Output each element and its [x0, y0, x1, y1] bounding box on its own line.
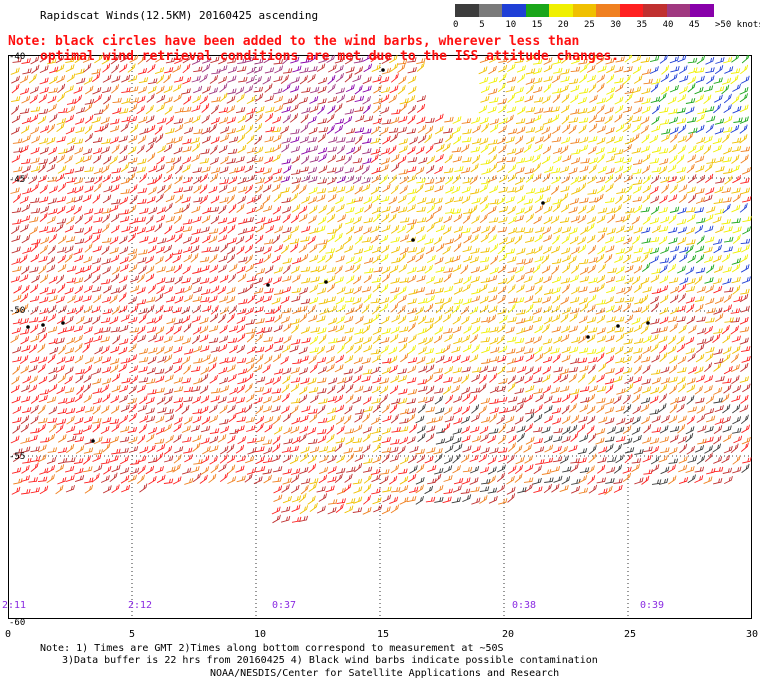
legend-swatch	[455, 4, 479, 17]
legend-label: 30	[610, 20, 622, 30]
legend-label: 20	[557, 20, 569, 30]
contamination-dot	[91, 439, 95, 443]
legend-swatch	[666, 4, 691, 17]
contamination-dot	[616, 324, 620, 328]
wind-speed-legend: 0 5 10 15 20 25 30 35 40 45 >50 knots	[453, 4, 760, 32]
longitude-label: 10	[254, 629, 267, 640]
latitude-label: -40	[9, 52, 26, 62]
latitude-label: -55	[9, 452, 26, 462]
latitude-label: -60	[9, 618, 26, 628]
legend-swatch	[502, 4, 526, 17]
wind-barb-field	[10, 55, 752, 524]
legend-label: 15	[531, 20, 543, 30]
legend-label: 35	[636, 20, 648, 30]
longitude-label: 15	[377, 629, 390, 640]
longitude-label: 30	[746, 629, 759, 640]
contamination-dot	[541, 201, 545, 205]
legend-swatch	[596, 4, 620, 17]
longitude-label: 5	[129, 629, 136, 640]
contamination-dot	[41, 323, 45, 327]
legend-label: 40	[662, 20, 674, 30]
longitude-label: 0	[5, 629, 12, 640]
contamination-dot	[586, 335, 590, 339]
footer-note-2: 3)Data buffer is 22 hrs from 20160425 4)…	[62, 655, 598, 666]
legend-swatch	[525, 4, 550, 17]
footer-credit: NOAA/NESDIS/Center for Satellite Applica…	[210, 668, 560, 679]
contamination-note-line-1: Note: black circles have been added to t…	[8, 34, 580, 49]
longitude-label: 25	[624, 629, 637, 640]
latitude-label: -45	[9, 175, 26, 185]
contamination-dot	[381, 68, 385, 72]
legend-label: 10	[505, 20, 517, 30]
longitude-label: 20	[502, 629, 515, 640]
latitude-label: -50	[9, 306, 26, 316]
legend-swatch	[572, 4, 597, 17]
legend-swatch	[549, 4, 573, 17]
wind-barb-map	[8, 55, 752, 619]
legend-label: >50 knots	[715, 20, 760, 30]
legend-swatch	[619, 4, 644, 17]
contamination-dot	[266, 283, 270, 287]
contamination-dot	[411, 238, 415, 242]
legend-label: 25	[584, 20, 595, 30]
contamination-dot	[61, 321, 65, 325]
pass-time-label: 0:39	[640, 600, 665, 611]
pass-time-label: 0:38	[512, 600, 537, 611]
contamination-note-line-2: optimal wind retrieval conditions are me…	[40, 49, 620, 64]
map-canvas	[8, 55, 752, 619]
pass-time-label: 2:11	[2, 600, 27, 611]
pass-time-label: 0:37	[272, 600, 297, 611]
legend-label: 45	[688, 20, 700, 30]
pass-time-label: 2:12	[128, 600, 153, 611]
contamination-dot	[646, 321, 650, 325]
legend-label: 0	[453, 20, 459, 30]
map-title: Rapidscat Winds(12.5KM) 20160425 ascendi…	[40, 9, 319, 22]
legend-swatch	[643, 4, 667, 17]
legend-swatch	[690, 4, 714, 17]
legend-label: 5	[479, 20, 485, 30]
legend-swatch	[478, 4, 503, 17]
contamination-dot	[324, 280, 328, 284]
contamination-dot	[26, 325, 30, 329]
footer-note-1: Note: 1) Times are GMT 2)Times along bot…	[40, 643, 504, 654]
